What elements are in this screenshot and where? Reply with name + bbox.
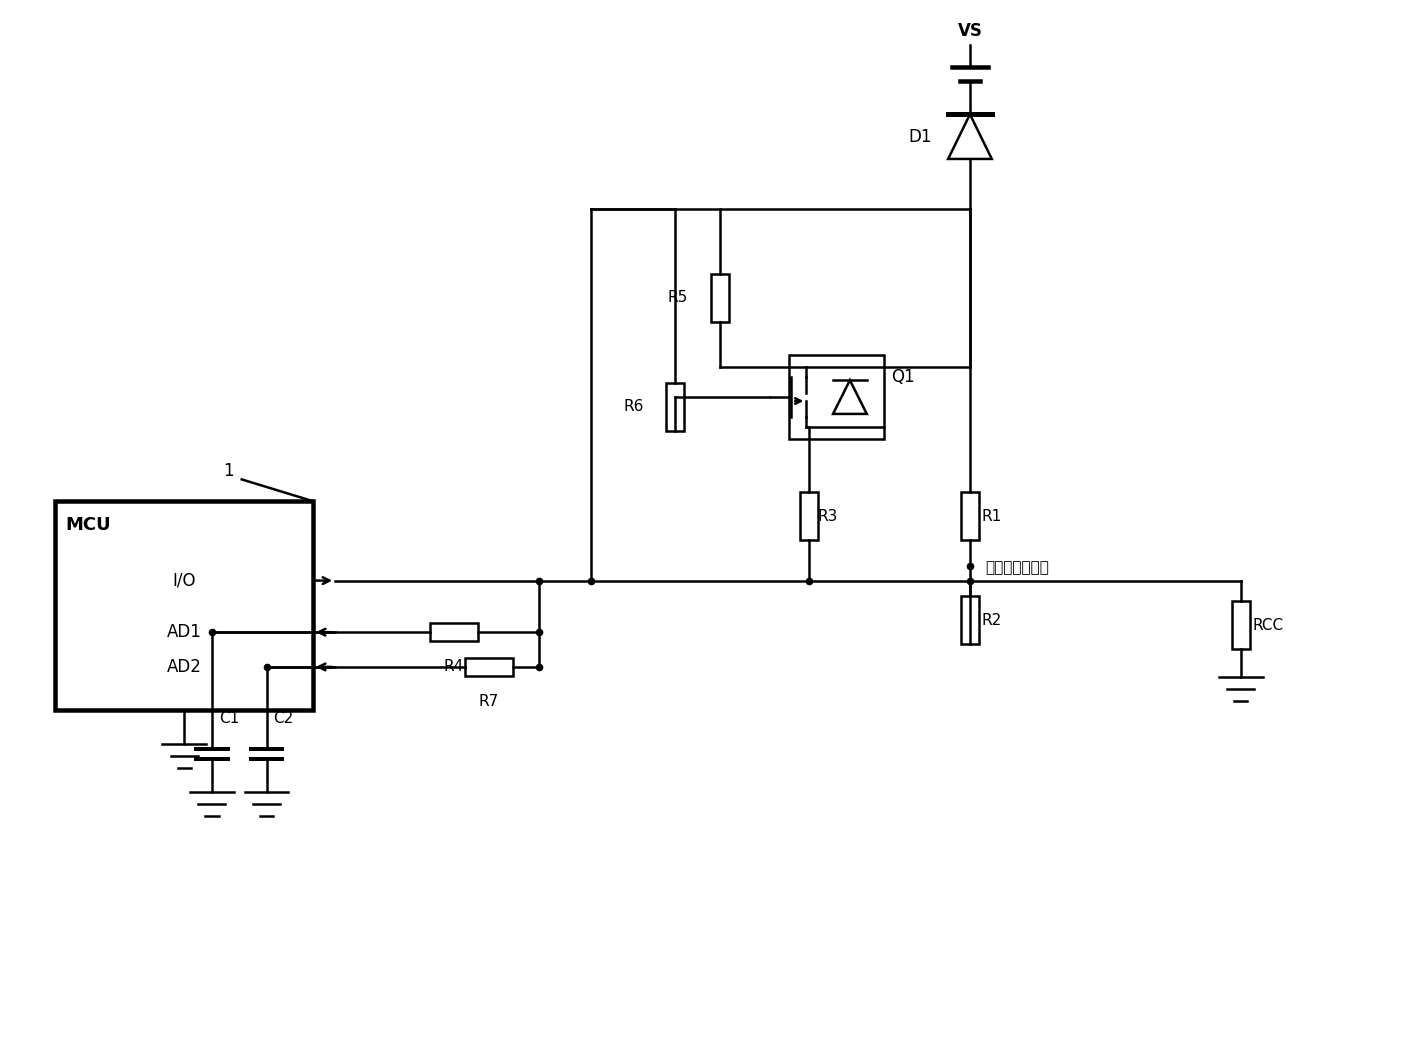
Bar [56,501,313,710]
Text: AD1: AD1 [167,623,202,641]
Bar [666,383,684,431]
Text: Q1: Q1 [891,368,916,386]
Text: VS: VS [957,22,983,40]
Bar [1232,602,1250,649]
Text: 1: 1 [224,463,234,481]
Text: R2: R2 [983,613,1002,628]
Text: C1: C1 [219,712,239,727]
Bar [789,354,884,439]
Text: R6: R6 [624,400,644,415]
Bar [961,596,978,644]
Text: MCU: MCU [66,516,111,534]
Bar [466,658,513,676]
Text: R3: R3 [817,508,837,524]
Text: R4: R4 [444,659,464,674]
Text: R5: R5 [668,291,688,306]
Text: D1: D1 [909,127,933,145]
Text: I/O: I/O [172,572,197,590]
Text: 充电连接确认端: 充电连接确认端 [985,560,1048,576]
Text: RCC: RCC [1253,618,1284,632]
Bar [711,274,729,321]
Bar [800,492,819,540]
Text: R7: R7 [478,694,498,709]
Text: C2: C2 [273,712,293,727]
Bar [961,492,978,540]
Text: R1: R1 [983,508,1002,524]
Text: AD2: AD2 [167,658,202,676]
Bar [430,623,478,641]
